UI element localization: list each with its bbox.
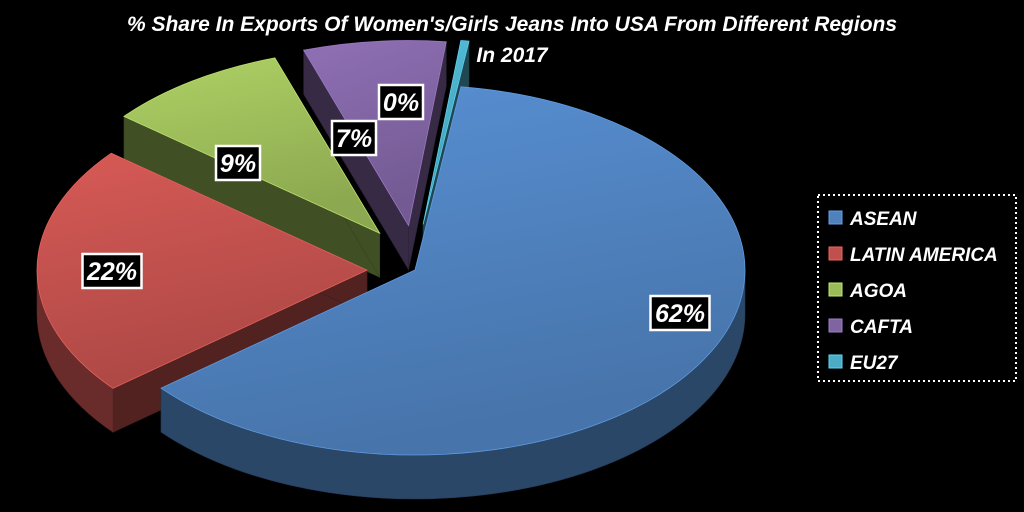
- data-label-text-cafta: 7%: [336, 125, 372, 153]
- slice-latin-america-top: [36, 152, 368, 389]
- data-label-box-eu27: [377, 83, 425, 121]
- data-label-box-cafta: [330, 119, 378, 157]
- chart-title: % Share In Exports Of Women's/Girls Jean…: [127, 13, 897, 36]
- legend-item-agoa: AGOA: [828, 281, 907, 302]
- data-labels: 62% 22% 9% 7% 0%: [81, 83, 711, 332]
- data-label-agoa: 9%: [214, 144, 262, 182]
- legend-label-agoa: AGOA: [849, 281, 907, 302]
- legend-swatch-eu27: [828, 354, 843, 369]
- data-label-text-latin-america: 22%: [86, 258, 137, 286]
- data-label-text-eu27: 0%: [383, 89, 419, 117]
- data-label-text-asean: 62%: [655, 300, 705, 328]
- data-label-text-agoa: 9%: [220, 150, 256, 178]
- legend-item-asean: ASEAN: [828, 209, 918, 230]
- legend: ASEAN LATIN AMERICA AGOA CAFTA EU27: [817, 194, 1017, 382]
- legend-item-cafta: CAFTA: [828, 317, 913, 338]
- data-label-cafta: 7%: [330, 119, 378, 157]
- slice-asean: [160, 86, 746, 500]
- legend-label-latin-america: LATIN AMERICA: [850, 245, 998, 266]
- legend-swatch-agoa: [828, 282, 843, 297]
- legend-label-cafta: CAFTA: [850, 317, 913, 338]
- data-label-box-asean: [649, 294, 711, 332]
- legend-label-asean: ASEAN: [849, 209, 918, 230]
- legend-label-eu27: EU27: [850, 353, 899, 374]
- data-label-box-latin-america: [81, 252, 143, 290]
- legend-swatch-latin-america: [828, 246, 843, 261]
- legend-swatch-asean: [828, 210, 843, 225]
- legend-swatch-cafta: [828, 318, 843, 333]
- data-label-asean: 62%: [649, 294, 711, 332]
- legend-item-latin-america: LATIN AMERICA: [828, 245, 998, 266]
- slice-eu27-top: [422, 40, 470, 225]
- data-label-latin-america: 22%: [81, 252, 143, 290]
- legend-frame: [817, 194, 1017, 382]
- slice-asean-top: [160, 86, 746, 456]
- chart-subtitle: In 2017: [476, 44, 549, 67]
- data-label-eu27: 0%: [377, 83, 425, 121]
- legend-item-eu27: EU27: [828, 353, 899, 374]
- data-label-box-agoa: [214, 144, 262, 182]
